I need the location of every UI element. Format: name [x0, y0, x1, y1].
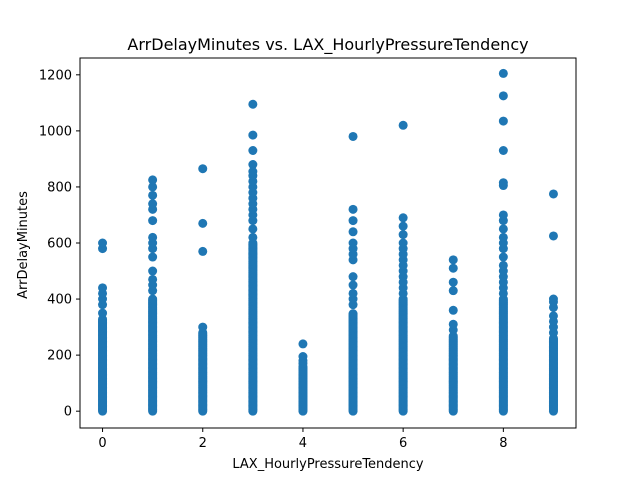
data-point	[548, 294, 558, 304]
data-point	[398, 120, 408, 130]
data-point	[498, 116, 508, 126]
data-point	[398, 238, 408, 248]
chart-title: ArrDelayMinutes vs. LAX_HourlyPressureTe…	[127, 35, 528, 55]
data-point	[348, 227, 358, 237]
data-point	[198, 164, 208, 174]
data-point	[548, 231, 558, 241]
data-point	[348, 238, 358, 248]
data-point	[298, 352, 308, 362]
data-point	[348, 204, 358, 214]
y-axis: 0 200 400 600 800 1000 1200	[39, 68, 80, 420]
data-point	[498, 68, 508, 78]
y-tick-label: 800	[47, 180, 72, 195]
x-tick-label: 8	[499, 436, 507, 451]
data-point	[148, 175, 158, 185]
data-point	[498, 178, 508, 188]
data-point	[448, 277, 458, 287]
data-point	[348, 309, 358, 319]
data-point	[148, 190, 158, 200]
data-point	[448, 319, 458, 329]
data-point	[148, 266, 158, 276]
x-tick-label: 0	[98, 436, 106, 451]
x-tick-label: 2	[199, 436, 207, 451]
y-axis-title: ArrDelayMinutes	[16, 191, 31, 299]
plot-frame	[79, 57, 577, 429]
data-point	[148, 199, 158, 209]
data-point	[248, 146, 258, 155]
data-point	[498, 146, 508, 155]
data-point	[348, 216, 358, 226]
data-point	[348, 280, 358, 290]
y-tick-label: 200	[47, 349, 72, 364]
y-tick-label: 600	[47, 237, 72, 252]
data-point	[348, 288, 358, 298]
data-point	[148, 232, 158, 242]
x-axis-title: LAX_HourlyPressureTendency	[232, 457, 424, 472]
data-point	[98, 314, 108, 324]
data-point	[448, 305, 458, 315]
data-point	[448, 255, 458, 265]
x-tick-label: 6	[399, 436, 407, 451]
y-tick-label: 1200	[39, 68, 72, 83]
x-axis: 0 2 4 6 8	[98, 428, 507, 451]
data-point	[248, 224, 258, 234]
data-point	[148, 216, 158, 226]
data-point	[198, 246, 208, 256]
data-point	[398, 213, 408, 223]
data-point	[248, 130, 258, 140]
y-tick-label: 400	[47, 293, 72, 308]
data-point	[148, 294, 158, 304]
data-point	[248, 167, 258, 177]
data-point	[548, 189, 558, 199]
x-tick-label: 4	[299, 436, 307, 451]
data-point	[248, 160, 258, 170]
y-tick-label: 0	[64, 405, 72, 420]
data-point	[98, 283, 108, 293]
plot-area	[98, 68, 558, 416]
data-point	[148, 182, 158, 192]
data-point	[98, 238, 108, 248]
data-point	[498, 224, 508, 234]
data-point	[198, 218, 208, 228]
data-point	[398, 221, 408, 231]
data-point	[448, 263, 458, 273]
y-tick-label: 1000	[39, 124, 72, 139]
data-point	[298, 339, 308, 349]
data-point	[548, 311, 558, 321]
data-point	[498, 210, 508, 220]
data-point	[348, 272, 358, 282]
data-point	[498, 252, 508, 262]
data-point	[498, 260, 508, 270]
data-point	[148, 252, 158, 262]
data-point	[98, 308, 108, 318]
data-point	[148, 274, 158, 284]
data-point	[448, 286, 458, 296]
data-point	[398, 230, 408, 240]
data-point	[498, 91, 508, 101]
data-point	[348, 131, 358, 141]
data-point	[448, 331, 458, 341]
data-point	[198, 322, 208, 332]
data-point	[498, 232, 508, 242]
data-point	[248, 232, 258, 242]
data-point	[248, 99, 258, 109]
